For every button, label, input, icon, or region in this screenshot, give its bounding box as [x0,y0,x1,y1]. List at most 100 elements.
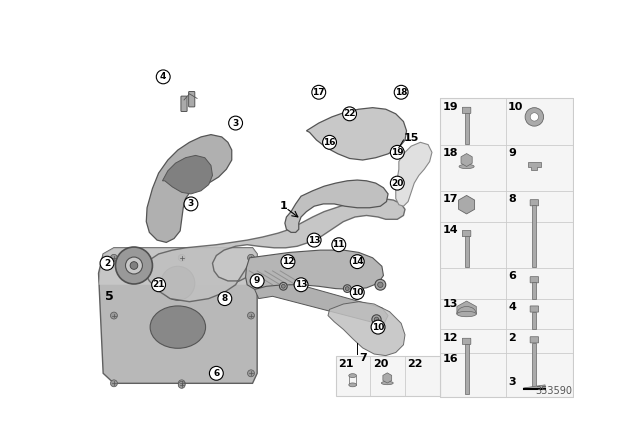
FancyBboxPatch shape [189,91,195,107]
Text: 10: 10 [372,323,384,332]
Circle shape [161,266,195,300]
FancyBboxPatch shape [462,230,471,237]
Text: 18: 18 [443,148,458,158]
Circle shape [178,254,185,261]
Text: 11: 11 [333,240,345,249]
Circle shape [378,282,383,288]
Bar [532,312,536,329]
Circle shape [125,257,143,274]
FancyBboxPatch shape [181,96,187,112]
Circle shape [342,107,356,121]
Polygon shape [147,134,232,242]
Text: 18: 18 [395,88,408,97]
Circle shape [280,282,287,290]
Text: 21: 21 [152,280,165,289]
Text: 5: 5 [105,290,113,303]
FancyBboxPatch shape [530,306,539,312]
Polygon shape [143,198,405,302]
Circle shape [178,381,185,388]
Ellipse shape [381,381,393,385]
Ellipse shape [150,306,205,348]
Text: 22: 22 [343,109,356,118]
Circle shape [374,317,379,322]
Text: 17: 17 [312,88,325,97]
Circle shape [375,280,386,290]
Circle shape [209,366,223,380]
Ellipse shape [349,383,356,387]
Text: 9: 9 [508,148,516,158]
Circle shape [248,312,255,319]
Bar [532,206,536,267]
Circle shape [228,116,243,130]
Polygon shape [285,180,388,233]
Ellipse shape [459,164,474,168]
Text: 19: 19 [391,148,404,157]
Circle shape [350,255,364,269]
Polygon shape [253,281,388,325]
Text: 20: 20 [372,359,388,369]
Circle shape [371,320,385,334]
Text: 4: 4 [508,302,516,312]
FancyBboxPatch shape [530,277,539,283]
Ellipse shape [457,311,476,317]
Circle shape [156,70,170,84]
Circle shape [312,85,326,99]
FancyBboxPatch shape [462,338,471,345]
Text: 13: 13 [443,299,458,309]
Text: 20: 20 [391,179,403,188]
Circle shape [248,254,255,261]
Circle shape [294,278,308,292]
Circle shape [281,255,295,269]
Text: 9: 9 [254,276,260,285]
Text: 14: 14 [443,225,458,235]
Text: 15: 15 [403,134,419,143]
Circle shape [111,254,117,261]
Text: 10: 10 [351,288,364,297]
Bar [532,282,536,299]
Circle shape [323,135,337,149]
Text: 14: 14 [351,257,364,266]
Circle shape [100,256,114,270]
Circle shape [307,233,321,247]
Circle shape [115,247,152,284]
Polygon shape [457,301,476,314]
Polygon shape [383,373,392,383]
Circle shape [184,197,198,211]
Text: 12: 12 [282,257,294,266]
Polygon shape [528,162,541,170]
Text: 8: 8 [508,194,516,204]
Polygon shape [459,195,475,214]
Bar [465,344,468,394]
Text: 16: 16 [443,354,458,364]
Circle shape [248,370,255,377]
Bar [440,99,573,397]
Bar [465,236,468,267]
Text: 3: 3 [232,119,239,128]
Circle shape [111,380,117,387]
FancyBboxPatch shape [530,337,539,343]
Circle shape [350,285,364,299]
Circle shape [282,284,285,288]
Bar [465,113,468,144]
Text: 16: 16 [323,138,336,147]
Text: 2: 2 [508,332,516,343]
Circle shape [178,380,185,387]
Ellipse shape [530,113,538,121]
Text: 13: 13 [295,280,307,289]
Polygon shape [396,142,432,206]
Circle shape [390,176,404,190]
Text: 19: 19 [443,102,458,112]
Ellipse shape [525,108,543,126]
Circle shape [344,285,351,293]
Circle shape [111,312,117,319]
FancyBboxPatch shape [530,200,539,206]
Text: 6: 6 [213,369,220,378]
Polygon shape [99,248,257,285]
Polygon shape [524,385,545,389]
Text: 22: 22 [407,359,423,369]
Circle shape [394,85,408,99]
Circle shape [218,292,232,306]
Text: 2: 2 [104,258,110,268]
Bar [532,343,536,389]
Text: 4: 4 [160,73,166,82]
